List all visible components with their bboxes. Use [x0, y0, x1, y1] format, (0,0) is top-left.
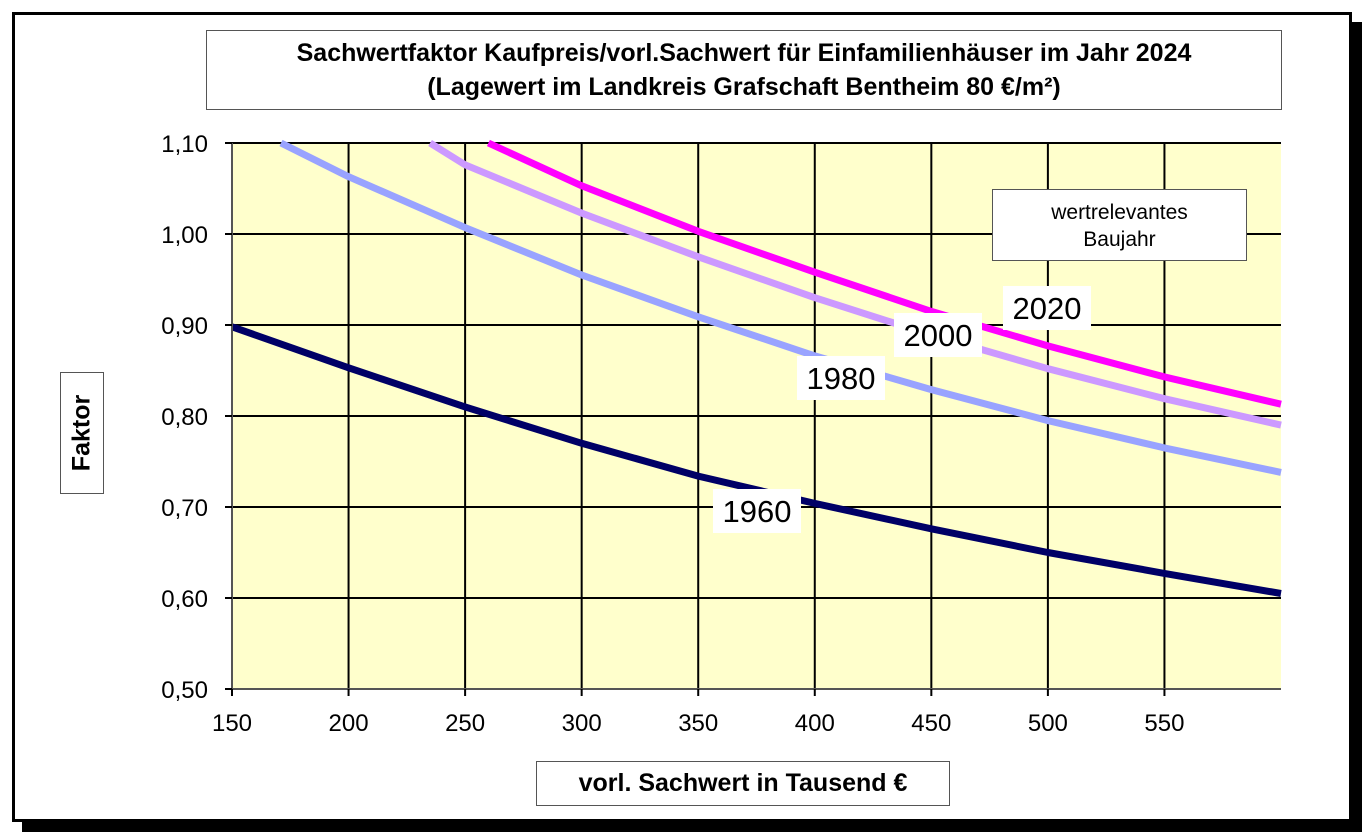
y-tick-label: 0,50: [161, 677, 208, 704]
x-tick-label: 350: [678, 710, 718, 737]
legend-title-line-1: wertrelevantes: [1051, 201, 1188, 224]
x-axis-label: vorl. Sachwert in Tausend €: [536, 761, 950, 806]
x-tick-label: 300: [562, 710, 602, 737]
series-label-text: 2000: [904, 318, 973, 353]
series-label-2020: 2020: [1003, 286, 1091, 330]
x-tick-label: 150: [212, 710, 252, 737]
series-label-2000: 2000: [894, 313, 982, 357]
y-tick-label: 0,60: [161, 586, 208, 613]
y-tick-label: 0,70: [161, 495, 208, 522]
chart-subtitle: (Lagewert im Landkreis Grafschaft Benthe…: [427, 73, 1061, 101]
chart-title-box: Sachwertfaktor Kaufpreis/vorl.Sachwert f…: [206, 30, 1282, 110]
series-line-1980: [279, 139, 1282, 476]
series-label-1980: 1980: [797, 356, 885, 400]
y-axis-label-text: Faktor: [67, 394, 96, 472]
series-label-box: [713, 489, 801, 533]
series-label-text: 1980: [807, 361, 876, 396]
x-tick-label: 550: [1144, 710, 1184, 737]
series-label-text: 2020: [1013, 291, 1082, 326]
series-label-box: [894, 313, 982, 357]
series-label-1960: 1960: [713, 489, 801, 533]
series-line-2020: [486, 139, 1282, 408]
x-tick-label: 500: [1028, 710, 1068, 737]
series-label-text: 1960: [723, 494, 792, 529]
y-axis-label: Faktor: [60, 372, 104, 494]
x-tick-label: 450: [911, 710, 951, 737]
series-label-box: [797, 356, 885, 400]
legend-title-line-2: Baujahr: [1083, 228, 1156, 251]
x-tick-label: 250: [445, 710, 485, 737]
series-line-2000: [428, 140, 1282, 429]
y-tick-label: 0,90: [161, 313, 208, 340]
y-tick-label: 1,10: [161, 131, 208, 158]
y-tick-label: 1,00: [161, 222, 208, 249]
legend-title-box: wertrelevantes Baujahr: [992, 189, 1247, 261]
x-tick-label: 200: [329, 710, 369, 737]
x-axis-label-text: vorl. Sachwert in Tausend €: [578, 769, 908, 797]
x-tick-label: 400: [795, 710, 835, 737]
tick-labels: 0,50 0,60 0,70 0,80 0,90 1,00 1,10 150 200 250 300…: [161, 131, 1184, 737]
series-label-box: [1003, 286, 1091, 330]
series-labels: 1960 1980 2000 2020: [713, 286, 1091, 533]
chart-title: Sachwertfaktor Kaufpreis/vorl.Sachwert f…: [296, 39, 1192, 67]
y-tick-label: 0,80: [161, 404, 208, 431]
